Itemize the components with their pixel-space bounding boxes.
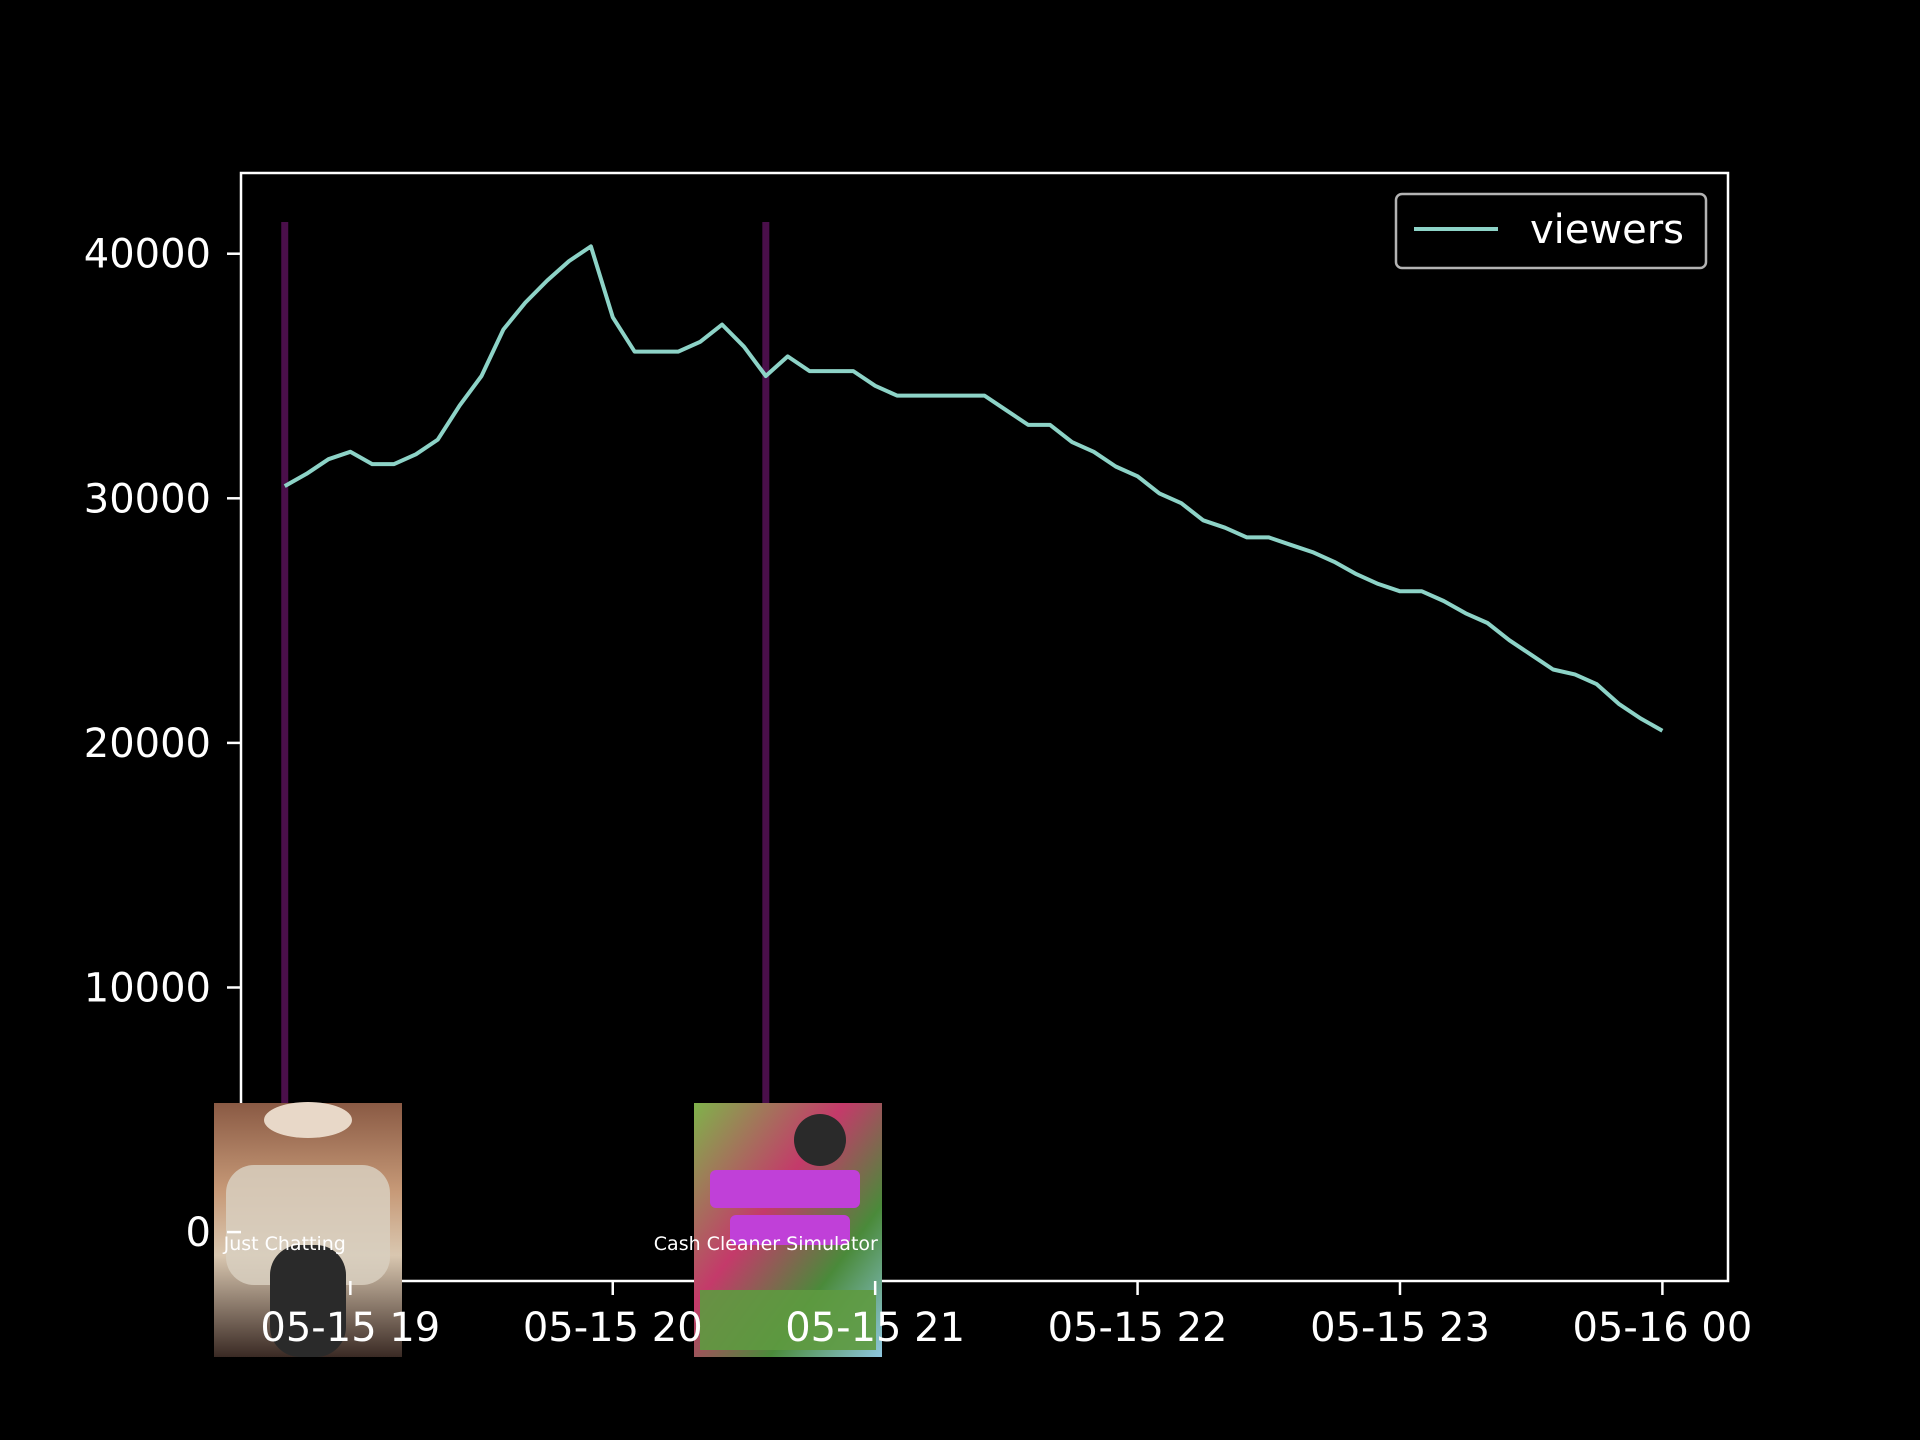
- x-tick-label: 05-15 23: [1310, 1305, 1490, 1351]
- y-tick-label: 0: [186, 1210, 211, 1256]
- x-tick-label: 05-15 22: [1048, 1305, 1228, 1351]
- x-axis: 05-15 19 05-15 20 05-15 21 05-15 22 05-15 23…: [260, 1281, 1752, 1351]
- y-tick-label: 20000: [84, 721, 211, 767]
- legend-label-viewers: viewers: [1530, 207, 1684, 253]
- x-tick-label: 05-15 19: [260, 1305, 440, 1351]
- thumbnail-cash-cleaner: [694, 1103, 882, 1357]
- x-tick-label: 05-16 00: [1572, 1305, 1752, 1351]
- game-change-label: Just Chatting: [223, 1233, 346, 1255]
- axes-frame: [239, 171, 1730, 1283]
- plot-area-border: [239, 171, 1730, 1283]
- vlines: [281, 222, 770, 1105]
- game-thumbnails: [214, 1102, 882, 1357]
- annotation-labels: Just Chatting Cash Cleaner Simulator: [223, 1233, 878, 1255]
- legend-box: [1394, 192, 1708, 270]
- y-tick-label: 10000: [84, 965, 211, 1011]
- series-line-viewers: [283, 244, 1664, 733]
- y-axis: 0 10000 20000 30000 40000: [84, 232, 241, 1256]
- x-tick-label: 05-15 21: [785, 1305, 965, 1351]
- game-change-label: Cash Cleaner Simulator: [654, 1233, 878, 1255]
- y-tick-label: 30000: [84, 476, 211, 522]
- y-tick-label: 40000: [84, 232, 211, 278]
- x-tick-label: 05-15 20: [523, 1305, 703, 1351]
- legend: viewers: [1394, 192, 1708, 270]
- thumbnail-just-chatting: [214, 1102, 402, 1357]
